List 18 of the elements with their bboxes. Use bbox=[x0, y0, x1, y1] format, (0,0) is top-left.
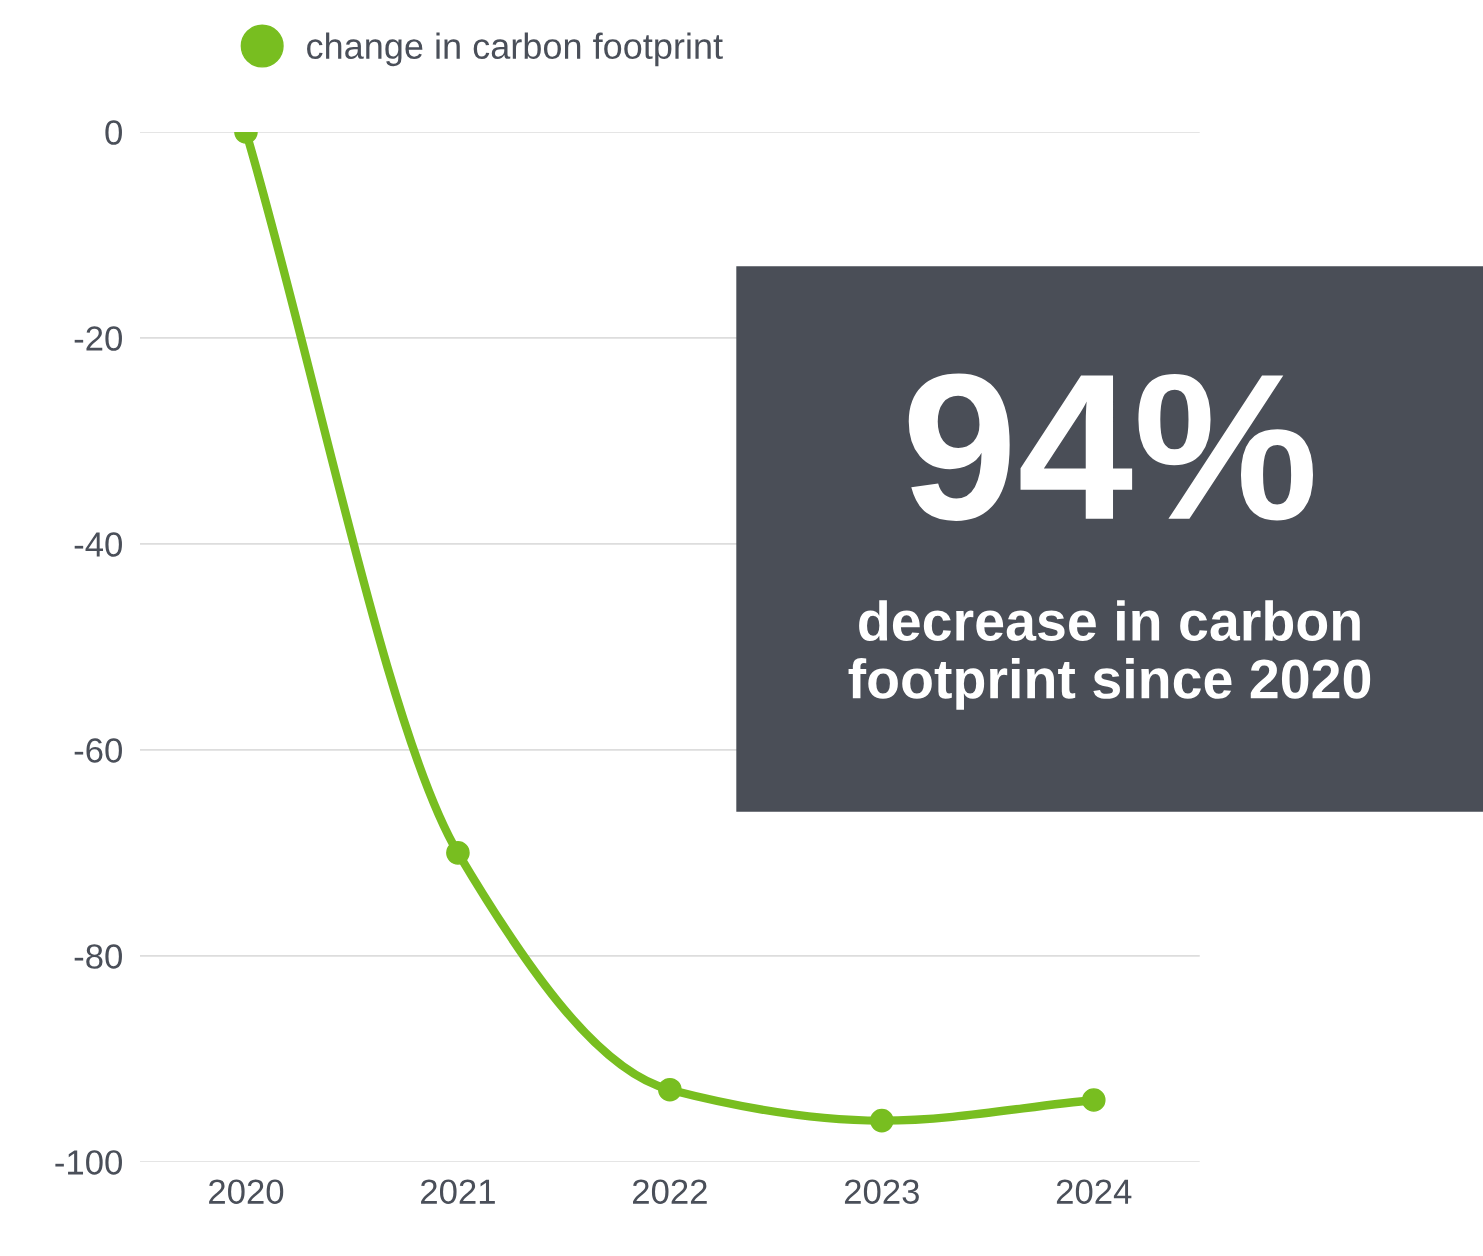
x-tick-label: 2022 bbox=[633, 1179, 707, 1204]
y-tick-label: -100 bbox=[55, 1150, 122, 1175]
annotation: 94% bbox=[908, 373, 1313, 521]
y-tick-label: -40 bbox=[74, 532, 122, 557]
y-tick-label: -60 bbox=[74, 738, 122, 763]
x-tick-label: 2021 bbox=[421, 1179, 495, 1204]
y-tick-label: 0 bbox=[105, 120, 122, 145]
x-tick-label: 2024 bbox=[1056, 1179, 1132, 1204]
point bbox=[1081, 1088, 1106, 1112]
x-tick-label: 2020 bbox=[209, 1179, 284, 1204]
y-tick-label: -20 bbox=[74, 326, 122, 351]
x-tick-label: 2023 bbox=[844, 1179, 919, 1204]
point bbox=[446, 841, 470, 865]
point bbox=[658, 1077, 682, 1102]
y-tick-label: -80 bbox=[74, 944, 122, 969]
point bbox=[870, 1108, 894, 1133]
annotation: decrease in carbon footprint since 2020 bbox=[848, 600, 1371, 710]
legend-label: change in carbon footprint bbox=[307, 32, 723, 67]
